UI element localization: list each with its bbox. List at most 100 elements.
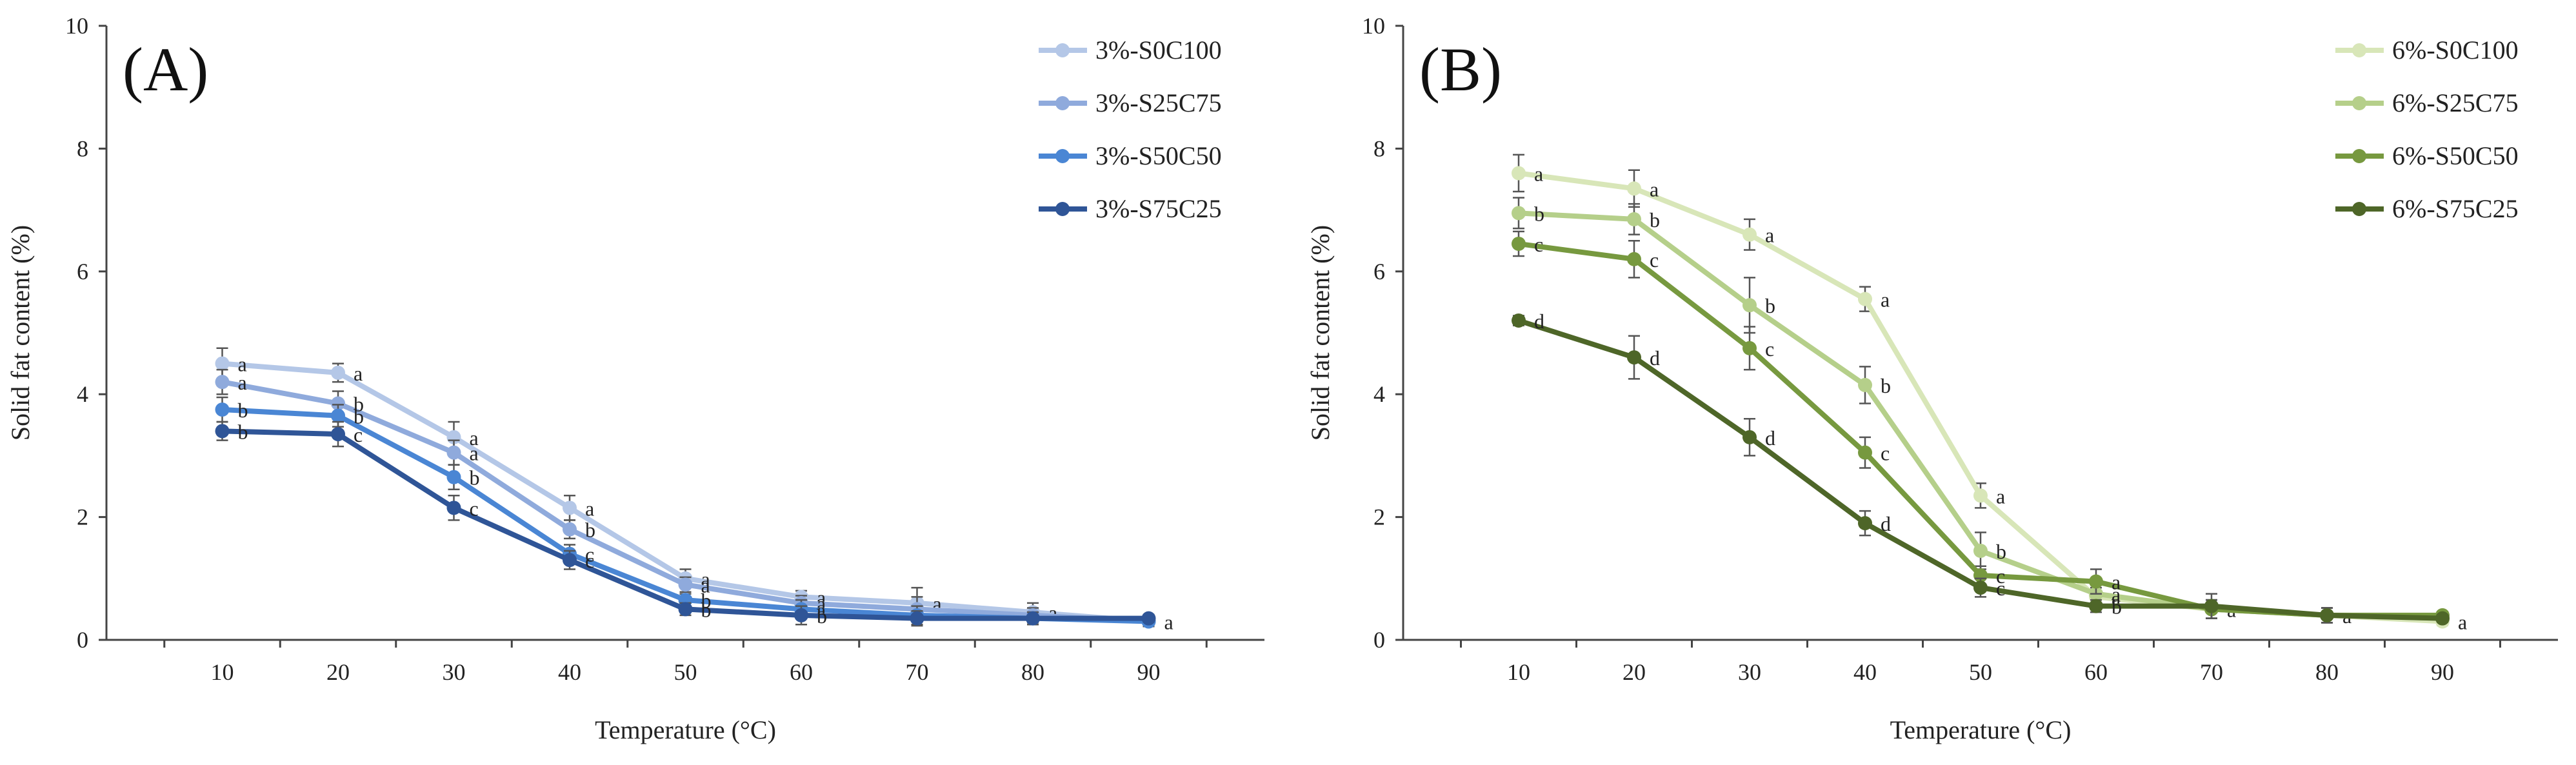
data-point <box>1742 298 1757 313</box>
significance-letter: b <box>1881 374 1891 397</box>
data-point <box>331 396 345 411</box>
data-point <box>331 408 345 423</box>
x-tick-label: 10 <box>211 659 234 685</box>
data-point <box>1026 611 1040 626</box>
data-point <box>1627 181 1641 196</box>
data-point <box>1141 611 1156 626</box>
x-tick-label: 20 <box>326 659 350 685</box>
data-point <box>446 470 461 484</box>
y-tick-label: 4 <box>77 381 88 407</box>
data-point <box>331 427 345 442</box>
data-point <box>1858 377 1872 392</box>
x-tick-label: 40 <box>1853 659 1877 685</box>
x-tick-label: 40 <box>558 659 581 685</box>
chart-panel-a: 0 2 4 6 8 10 10 20 30 40 50 60 70 80 90 Temperature (°C… <box>6 13 1264 744</box>
legend-entry-label: 3%-S25C75 <box>1095 88 1222 117</box>
panel-label: (B) <box>1419 35 1502 104</box>
data-point <box>910 611 924 626</box>
significance-letter: b <box>354 392 364 415</box>
data-point <box>563 553 577 568</box>
legend-entry-label: 6%-S75C25 <box>2392 194 2519 223</box>
y-axis-title: Solid fat content (%) <box>6 225 35 441</box>
x-tick-label: 30 <box>1738 659 1761 685</box>
data-point <box>678 577 693 592</box>
x-tick-label: 30 <box>443 659 466 685</box>
significance-letter: b <box>1650 208 1660 232</box>
panel-label: (A) <box>123 35 208 104</box>
significance-letter: c <box>1996 564 2005 588</box>
y-axis-title: Solid fat content (%) <box>1306 225 1335 441</box>
x-tick-label: 90 <box>1137 659 1161 685</box>
y-tick-label: 4 <box>1373 381 1385 407</box>
x-tick-label: 60 <box>2084 659 2108 685</box>
significance-letter: a <box>1650 177 1659 201</box>
data-point <box>2089 574 2103 589</box>
significance-letter: d <box>1881 512 1891 535</box>
y-tick-label: 6 <box>77 259 88 284</box>
y-tick-label: 6 <box>1373 259 1385 284</box>
legend-swatch-marker <box>2352 43 2366 57</box>
significance-letter: b <box>1996 540 2006 563</box>
data-point <box>1627 212 1641 226</box>
significance-letter: b <box>585 519 595 542</box>
significance-letter: c <box>470 497 479 520</box>
data-point <box>563 501 577 515</box>
data-point <box>1858 292 1872 306</box>
legend-swatch-marker <box>2352 96 2366 110</box>
significance-letter: a <box>470 426 479 450</box>
x-tick-label: 90 <box>2431 659 2454 685</box>
significance-letter: a <box>585 497 594 520</box>
x-axis-title: Temperature (°C) <box>1890 715 2072 744</box>
significance-letter: a <box>470 442 479 465</box>
x-tick-label: 70 <box>906 659 929 685</box>
significance-letter: b <box>2112 595 2122 619</box>
significance-letter: b <box>238 399 248 422</box>
significance-letter: c <box>1650 248 1659 272</box>
significance-letter: d <box>1765 426 1775 450</box>
x-tick-label: 80 <box>2315 659 2339 685</box>
legend-swatch-marker <box>1055 96 1070 110</box>
data-point <box>2089 599 2103 613</box>
y-tick-label: 2 <box>1373 504 1385 530</box>
data-point <box>215 375 230 390</box>
x-tick-label: 70 <box>2200 659 2223 685</box>
legend-entry-label: 3%-S0C100 <box>1095 35 1222 65</box>
significance-letter: a <box>1881 288 1890 312</box>
data-point <box>1512 206 1526 221</box>
significance-letter: a <box>238 353 247 376</box>
significance-letter: b <box>701 598 712 621</box>
significance-letter: b <box>1765 294 1775 317</box>
data-point <box>1973 543 1988 558</box>
significance-letter: a <box>701 573 710 597</box>
significance-letter: c <box>354 423 363 446</box>
y-tick-label: 10 <box>65 13 88 39</box>
x-axis-title: Temperature (°C) <box>595 715 776 744</box>
data-point <box>1512 166 1526 181</box>
significance-letter: b <box>817 604 827 628</box>
y-tick-label: 0 <box>1373 627 1385 653</box>
significance-letter: a <box>2458 610 2467 633</box>
data-point <box>215 424 230 439</box>
significance-letter: c <box>1996 577 2005 600</box>
significance-letter: a <box>1534 162 1543 185</box>
legend-swatch-marker <box>1055 202 1070 216</box>
data-point <box>563 522 577 537</box>
significance-letter: c <box>1765 337 1774 361</box>
x-tick-label: 60 <box>790 659 813 685</box>
significance-letter: a <box>354 362 363 385</box>
data-point <box>446 445 461 460</box>
legend-swatch-marker <box>1055 43 1070 57</box>
significance-letter: c <box>585 549 594 572</box>
y-tick-label: 2 <box>77 504 88 530</box>
data-point <box>2320 608 2334 622</box>
x-tick-label: 10 <box>1507 659 1530 685</box>
x-tick-label: 50 <box>1969 659 1992 685</box>
significance-letter: a <box>1765 224 1774 247</box>
legend-swatch-marker <box>1055 149 1070 163</box>
y-tick-label: 8 <box>77 135 88 161</box>
significance-letter: b <box>238 420 248 443</box>
data-point <box>678 602 693 617</box>
